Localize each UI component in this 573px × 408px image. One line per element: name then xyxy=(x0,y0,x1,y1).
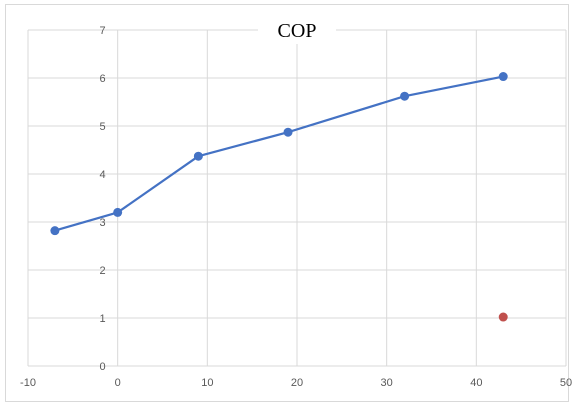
x-tick-label: 50 xyxy=(560,377,572,389)
x-tick-label: 30 xyxy=(381,377,393,389)
chart-title-backdrop xyxy=(258,16,336,44)
series-1-point xyxy=(193,151,203,161)
y-tick-label: 6 xyxy=(100,73,106,85)
y-tick-label: 2 xyxy=(100,265,106,277)
y-tick-label: 0 xyxy=(100,361,106,373)
chart-frame xyxy=(5,4,569,402)
y-tick-label: 5 xyxy=(100,121,106,133)
series-1-point xyxy=(50,226,60,236)
y-tick-label: 3 xyxy=(100,217,106,229)
x-tick-label: 0 xyxy=(115,377,121,389)
x-tick-label: 10 xyxy=(201,377,213,389)
y-tick-label: 1 xyxy=(100,313,106,325)
series-1-point xyxy=(498,72,508,82)
y-tick-label: 7 xyxy=(100,25,106,37)
series-1-point xyxy=(113,207,123,217)
chart-title: COP xyxy=(278,20,317,42)
y-tick-label: 4 xyxy=(100,169,106,181)
series-1-point xyxy=(400,91,410,101)
series-1-point xyxy=(283,127,293,137)
x-tick-label: 20 xyxy=(291,377,303,389)
series-1-line xyxy=(54,75,504,232)
x-tick-label: 40 xyxy=(470,377,482,389)
x-tick-label: -10 xyxy=(20,377,36,389)
series-2-point xyxy=(498,312,508,322)
